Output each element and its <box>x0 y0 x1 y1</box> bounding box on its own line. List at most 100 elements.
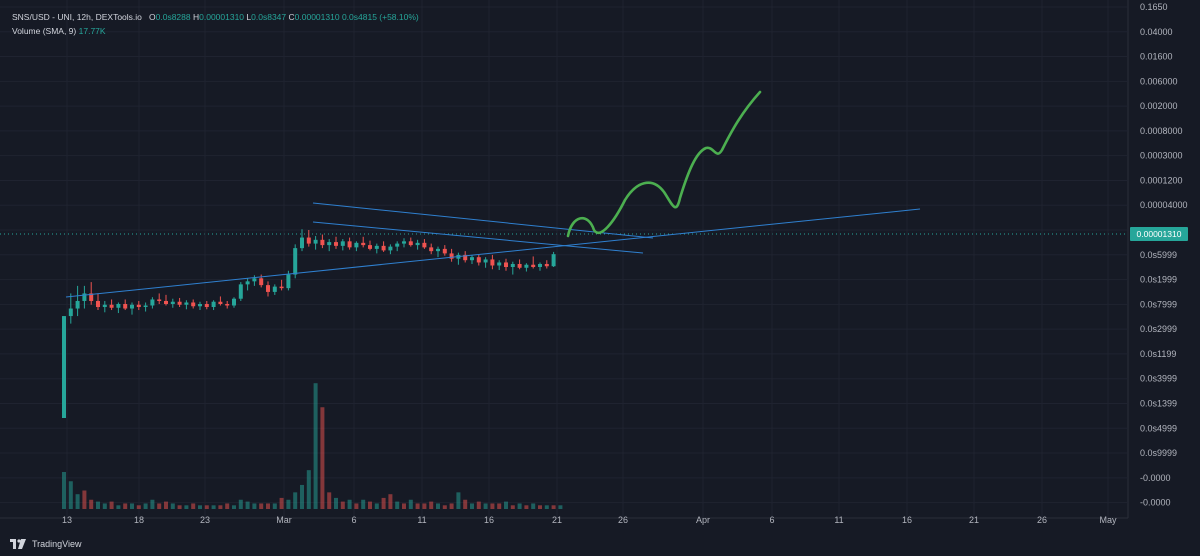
candle-body <box>218 301 223 304</box>
volume-bar <box>300 484 304 509</box>
candle <box>408 237 413 247</box>
candle <box>143 302 148 312</box>
volume-bar <box>75 494 80 509</box>
volume-bar <box>340 501 345 509</box>
time-tick-label: 21 <box>969 515 979 525</box>
candle-body <box>82 293 87 301</box>
candle <box>374 243 379 254</box>
candle <box>476 254 481 266</box>
candle-body <box>442 248 447 254</box>
time-tick-label: 13 <box>62 515 72 525</box>
volume-bar <box>395 501 400 509</box>
candle <box>470 254 474 264</box>
candle <box>68 293 73 324</box>
support-trendline <box>65 208 921 298</box>
candle-body <box>68 308 73 317</box>
candle-body <box>136 304 141 308</box>
current-price-tag: 0.00001310 <box>1130 227 1188 241</box>
price-tick-label: 0.0001200 <box>1140 175 1183 185</box>
volume-bar <box>388 494 393 509</box>
candle <box>402 238 406 248</box>
time-tick-label: 11 <box>834 515 843 525</box>
candle-body <box>96 300 100 308</box>
candle-body <box>259 278 264 286</box>
volume-bar <box>102 503 107 509</box>
volume-bar <box>483 503 488 509</box>
candle <box>340 239 345 251</box>
candle-body <box>62 316 66 418</box>
candle-body <box>463 254 468 261</box>
candle-body <box>429 247 434 252</box>
volume-bar <box>517 503 522 509</box>
volume-bar <box>402 503 406 509</box>
legend-high-label: H <box>192 12 200 22</box>
price-tick-label: 0.0s9999 <box>1140 448 1177 458</box>
candle <box>422 239 427 249</box>
candle-body <box>361 242 366 246</box>
volume-bar <box>538 505 542 509</box>
volume-bar <box>327 492 332 509</box>
volume-bar <box>170 503 175 509</box>
candle-body <box>476 257 481 263</box>
legend-open: 0.0s8288 <box>155 12 191 22</box>
volume-bar <box>82 490 87 509</box>
volume-bar <box>204 505 209 509</box>
candle <box>204 300 209 310</box>
candle-body <box>272 286 277 292</box>
ohlc-legend: SNS/USD - UNI, 12h, DEXTools.io O0.0s828… <box>12 12 419 22</box>
volume-value: 17.77K <box>78 26 106 36</box>
volume-bar <box>157 503 162 509</box>
price-tick-label: 0.002000 <box>1140 101 1178 111</box>
volume-bar <box>211 505 216 509</box>
candle <box>232 297 236 308</box>
volume-bar <box>272 503 277 509</box>
candle-body <box>177 301 182 305</box>
volume-bar <box>136 505 141 509</box>
candle <box>395 241 400 252</box>
candle <box>123 299 128 311</box>
volume-bar <box>449 503 454 509</box>
candle <box>198 301 202 311</box>
volume-bar <box>130 503 134 509</box>
candle <box>442 245 447 256</box>
volume-bar <box>143 503 148 509</box>
candle <box>170 298 175 308</box>
candle-body <box>408 241 413 246</box>
candle-body <box>225 303 230 306</box>
volume-bar <box>497 503 502 509</box>
price-tick-label: 0.0s7999 <box>1140 299 1177 309</box>
candle <box>157 293 162 304</box>
time-tick-label: 6 <box>351 515 356 525</box>
candle-body <box>164 300 168 304</box>
tradingview-brand[interactable]: TradingView <box>10 539 82 549</box>
volume-bar <box>150 499 155 509</box>
price-tick-label: 0.0s1999 <box>1140 275 1177 285</box>
time-tick-label: Mar <box>276 515 292 525</box>
volume-bar <box>96 501 100 509</box>
candle-body <box>504 262 508 267</box>
candle-body <box>497 262 502 266</box>
volume-bar <box>422 503 427 509</box>
time-tick-label: 26 <box>1037 515 1047 525</box>
candle-body <box>198 303 202 307</box>
candle <box>164 294 168 306</box>
candle-body <box>449 253 454 259</box>
candle-body <box>347 241 352 248</box>
time-tick-label: 23 <box>200 515 210 525</box>
candle <box>211 300 216 311</box>
volume-bar <box>531 503 536 509</box>
price-axis: 0.1650 0.04000 0.01600 0.006000 0.002000 0.00… <box>1140 2 1188 508</box>
candle-body <box>204 303 209 308</box>
volume-bar <box>490 503 495 509</box>
candle <box>524 263 529 272</box>
candle-body <box>211 301 216 308</box>
candle <box>245 278 250 291</box>
volume-bar <box>306 470 311 509</box>
price-tick-label: 0.0s1399 <box>1140 398 1177 408</box>
time-tick-label: 16 <box>484 515 494 525</box>
candle <box>415 239 420 250</box>
price-tick-label: 0.04000 <box>1140 27 1173 37</box>
candle-body <box>436 248 440 252</box>
time-tick-label: 21 <box>552 515 562 525</box>
